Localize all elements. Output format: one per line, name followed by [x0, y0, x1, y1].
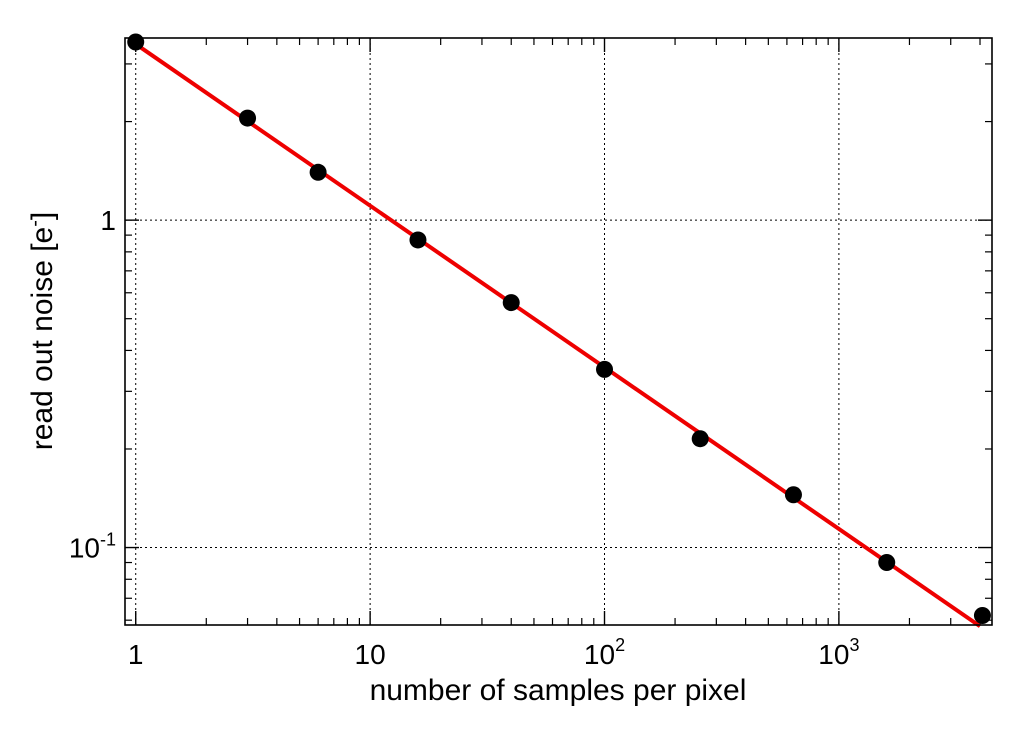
- x-tick-label-exp: 3: [849, 635, 859, 655]
- x-tick-label: 103: [818, 635, 859, 670]
- y-axis-title: read out noise [e-]: [24, 212, 59, 451]
- data-point: [309, 163, 327, 181]
- y-axis-title-end: ]: [26, 212, 59, 220]
- y-tick-label-base: 10: [69, 533, 100, 564]
- data-point: [784, 486, 802, 504]
- data-point: [596, 360, 614, 378]
- x-tick-label-exp: 2: [615, 635, 625, 655]
- x-tick-label-base: 1: [128, 639, 144, 670]
- data-point: [878, 554, 896, 572]
- minor-ticks: [125, 38, 992, 625]
- data-point: [973, 607, 991, 625]
- x-tick-label: 1: [128, 639, 144, 670]
- data-point: [239, 109, 257, 127]
- plot-frame: [124, 37, 993, 626]
- data-point: [502, 294, 520, 312]
- y-tick-label-exp: -1: [100, 530, 116, 550]
- x-tick-label: 10: [355, 639, 386, 670]
- x-tick-label-base: 10: [355, 639, 386, 670]
- data-point: [127, 33, 145, 51]
- y-tick-label-base: 1: [100, 205, 116, 236]
- data-point: [691, 430, 709, 448]
- y-tick-label: 10-1: [69, 530, 116, 564]
- fit-line: [134, 42, 982, 628]
- x-tick-label-base: 10: [818, 639, 849, 670]
- x-tick-labels: 1 10 102 103: [128, 635, 860, 670]
- y-axis-title-sup: -: [24, 220, 46, 227]
- x-tick-label: 102: [584, 635, 625, 670]
- y-tick-label: 1: [100, 205, 116, 236]
- x-axis-title: number of samples per pixel: [370, 674, 747, 707]
- data-point: [409, 231, 427, 249]
- series-layer: [127, 33, 991, 628]
- y-tick-labels: 10-1 1: [69, 205, 116, 563]
- x-tick-label-base: 10: [584, 639, 615, 670]
- y-axis-title-main: read out noise [e: [26, 227, 59, 451]
